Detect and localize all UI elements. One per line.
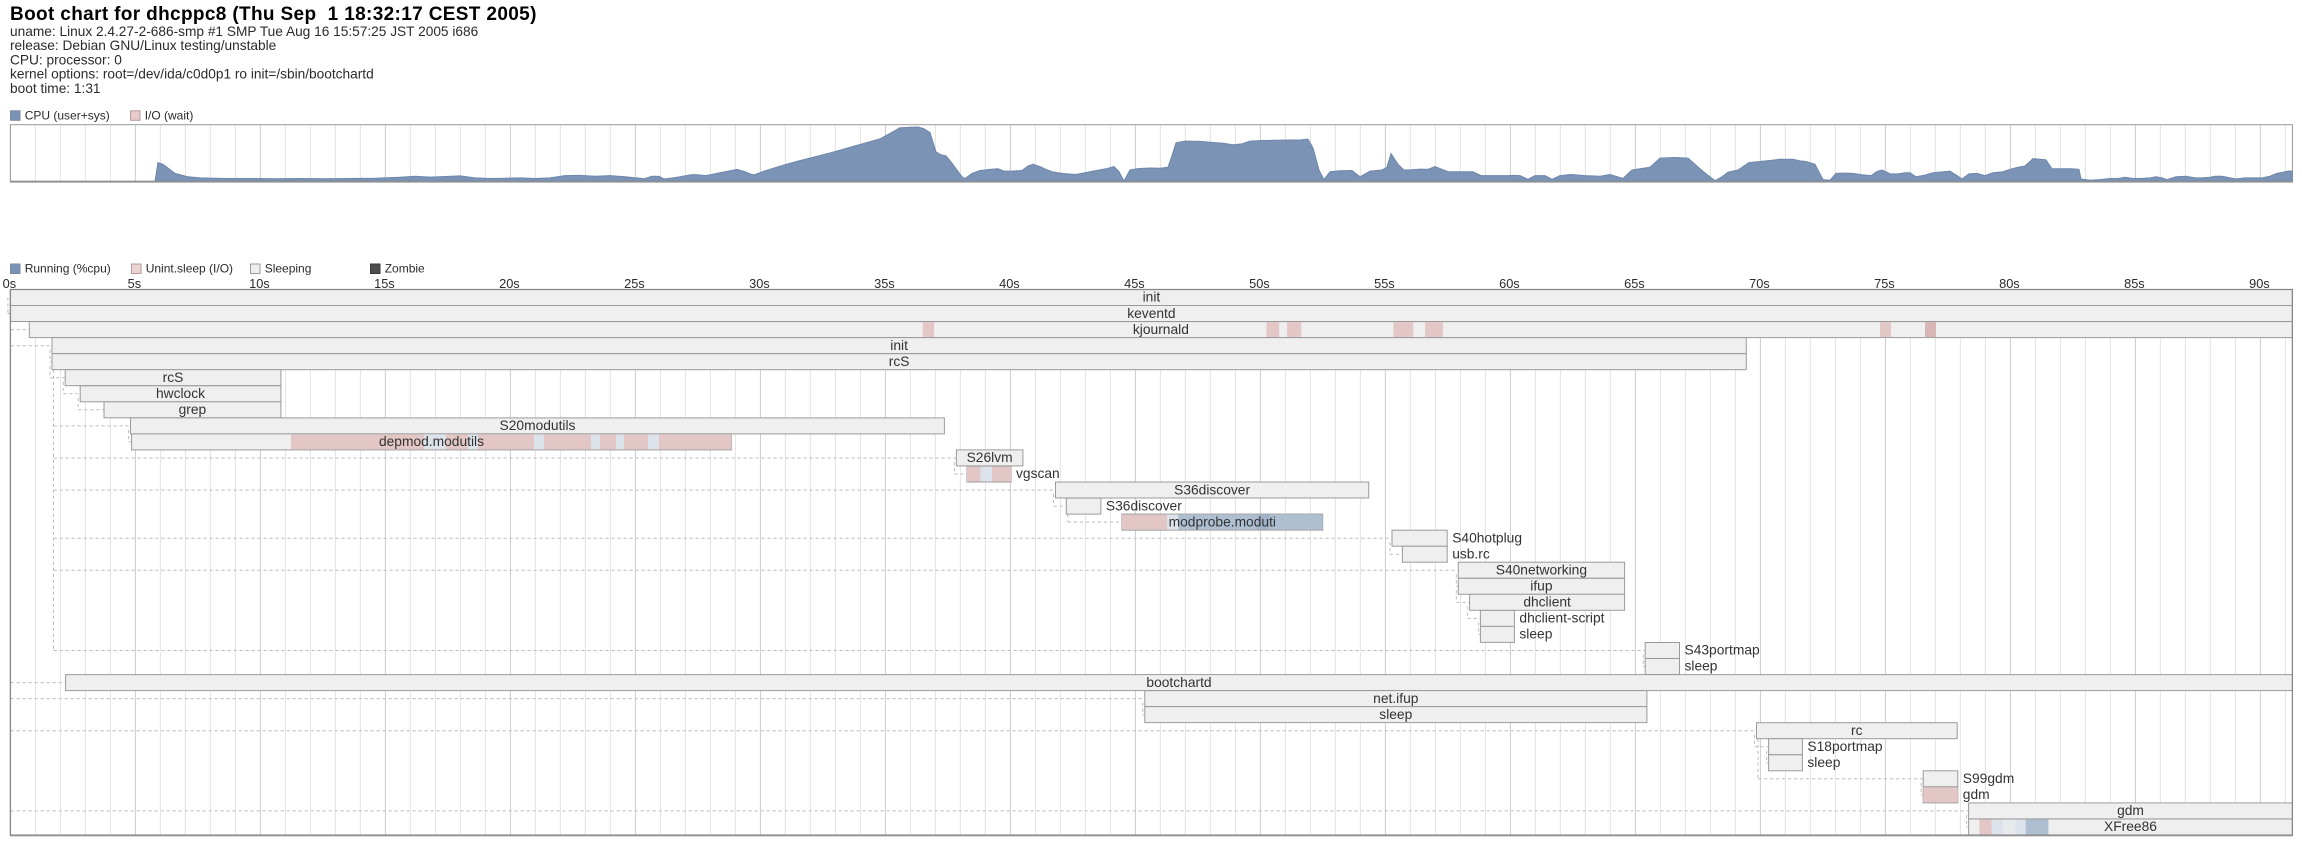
svg-text:25s: 25s <box>624 276 645 291</box>
svg-text:hwclock: hwclock <box>156 386 205 401</box>
svg-text:Running (%cpu): Running (%cpu) <box>25 262 111 276</box>
svg-text:sleep: sleep <box>1685 659 1718 674</box>
svg-text:80s: 80s <box>1999 276 2020 291</box>
svg-text:55s: 55s <box>1374 276 1395 291</box>
svg-text:10s: 10s <box>249 276 270 291</box>
svg-text:gdm: gdm <box>2117 803 2144 818</box>
svg-text:init: init <box>890 338 908 353</box>
svg-text:0s: 0s <box>3 276 17 291</box>
svg-text:CPU (user+sys): CPU (user+sys) <box>25 108 110 122</box>
svg-text:75s: 75s <box>1874 276 1895 291</box>
svg-text:Unint.sleep (I/O): Unint.sleep (I/O) <box>146 262 233 276</box>
svg-text:sleep: sleep <box>1519 627 1552 642</box>
svg-text:S36discover: S36discover <box>1106 498 1182 513</box>
svg-text:15s: 15s <box>374 276 395 291</box>
svg-text:20s: 20s <box>499 276 520 291</box>
svg-text:sleep: sleep <box>1379 707 1412 722</box>
svg-text:uname: Linux 2.4.27-2-686-smp: uname: Linux 2.4.27-2-686-smp #1 SMP Tue… <box>10 24 479 39</box>
svg-text:60s: 60s <box>1499 276 1520 291</box>
svg-text:90s: 90s <box>2249 276 2270 291</box>
svg-text:50s: 50s <box>1249 276 1270 291</box>
svg-text:S99gdm: S99gdm <box>1963 771 2014 786</box>
svg-text:grep: grep <box>179 402 207 417</box>
svg-text:35s: 35s <box>874 276 895 291</box>
svg-text:keventd: keventd <box>1127 306 1175 321</box>
svg-text:CPU: processor: 0: CPU: processor: 0 <box>10 52 122 67</box>
svg-text:modprobe.moduti: modprobe.moduti <box>1169 514 1276 529</box>
svg-text:sleep: sleep <box>1807 755 1840 770</box>
svg-text:dhclient: dhclient <box>1523 595 1571 610</box>
svg-text:45s: 45s <box>1124 276 1145 291</box>
svg-text:40s: 40s <box>999 276 1020 291</box>
svg-text:S18portmap: S18portmap <box>1807 739 1882 754</box>
svg-text:30s: 30s <box>749 276 770 291</box>
svg-text:kernel options: root=/dev/ida/: kernel options: root=/dev/ida/c0d0p1 ro … <box>10 67 374 82</box>
svg-text:kjournald: kjournald <box>1133 322 1189 337</box>
svg-text:dhclient-script: dhclient-script <box>1519 611 1604 626</box>
svg-text:S40networking: S40networking <box>1496 563 1587 578</box>
svg-text:gdm: gdm <box>1963 787 1990 802</box>
svg-text:vgscan: vgscan <box>1016 466 1060 481</box>
svg-text:rc: rc <box>1851 723 1863 738</box>
svg-text:S43portmap: S43portmap <box>1685 643 1760 658</box>
svg-text:85s: 85s <box>2124 276 2145 291</box>
svg-text:Zombie: Zombie <box>385 262 425 276</box>
svg-text:ifup: ifup <box>1530 579 1553 594</box>
svg-text:depmod.modutils: depmod.modutils <box>379 434 484 449</box>
svg-text:S36discover: S36discover <box>1174 482 1250 497</box>
svg-text:65s: 65s <box>1624 276 1645 291</box>
svg-text:S26lvm: S26lvm <box>967 450 1013 465</box>
svg-text:S20modutils: S20modutils <box>500 418 576 433</box>
svg-text:init: init <box>1143 290 1161 305</box>
svg-text:S40hotplug: S40hotplug <box>1452 530 1522 545</box>
svg-text:bootchartd: bootchartd <box>1146 675 1211 690</box>
svg-text:net.ifup: net.ifup <box>1373 691 1419 706</box>
svg-text:rcS: rcS <box>163 370 184 385</box>
svg-text:boot time: 1:31: boot time: 1:31 <box>10 81 101 96</box>
svg-text:Sleeping: Sleeping <box>265 262 312 276</box>
svg-text:XFree86: XFree86 <box>2104 819 2157 834</box>
svg-text:70s: 70s <box>1749 276 1770 291</box>
svg-text:usb.rc: usb.rc <box>1452 546 1490 561</box>
svg-text:release: Debian GNU/Linux test: release: Debian GNU/Linux testing/unstab… <box>10 38 276 53</box>
svg-text:5s: 5s <box>128 276 142 291</box>
svg-text:rcS: rcS <box>889 354 910 369</box>
svg-text:I/O (wait): I/O (wait) <box>145 108 194 122</box>
svg-text:Boot chart for dhcppc8 (Thu Se: Boot chart for dhcppc8 (Thu Sep 1 18:32:… <box>10 4 537 25</box>
